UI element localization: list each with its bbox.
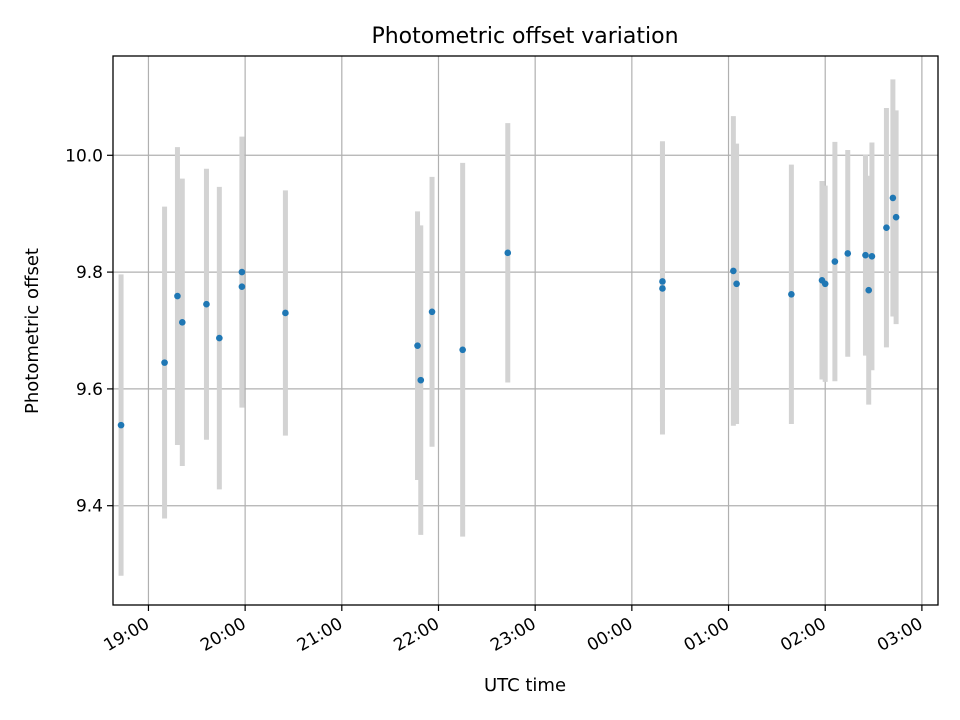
data-point — [831, 258, 839, 265]
y-tick-label: 9.4 — [76, 497, 103, 517]
data-point — [238, 268, 246, 276]
marker-layer — [117, 194, 900, 429]
y-axis-ticks: 9.4 9.6 9.8 10.0 — [65, 146, 113, 517]
data-point — [282, 309, 289, 317]
y-tick-label: 9.6 — [76, 380, 103, 400]
data-point — [174, 292, 181, 300]
data-point — [238, 283, 246, 290]
data-point — [414, 342, 421, 349]
grid-layer — [113, 56, 938, 605]
data-point — [428, 308, 436, 316]
data-point — [504, 249, 512, 257]
data-point — [203, 300, 210, 308]
data-point — [733, 280, 740, 288]
data-point — [730, 267, 737, 275]
data-point — [117, 421, 125, 429]
data-point — [883, 224, 890, 232]
data-point — [889, 194, 897, 202]
y-axis-label: Photometric offset — [22, 248, 43, 414]
data-point — [821, 280, 829, 288]
data-point — [459, 346, 466, 354]
data-point — [892, 213, 900, 221]
data-point — [178, 319, 186, 326]
x-axis-label: UTC time — [484, 675, 566, 696]
y-tick-label: 10.0 — [65, 146, 103, 166]
data-point — [659, 285, 666, 292]
data-point — [216, 334, 223, 342]
plot-frame — [112, 55, 939, 606]
data-point — [862, 251, 869, 259]
data-point — [844, 250, 852, 257]
y-tick-label: 9.8 — [76, 263, 103, 283]
chart-title: Photometric offset variation — [371, 24, 678, 49]
data-point — [161, 359, 168, 366]
data-point — [788, 290, 795, 298]
data-point — [865, 286, 873, 294]
data-point — [659, 278, 666, 285]
data-point — [868, 253, 876, 260]
data-point — [417, 376, 425, 384]
